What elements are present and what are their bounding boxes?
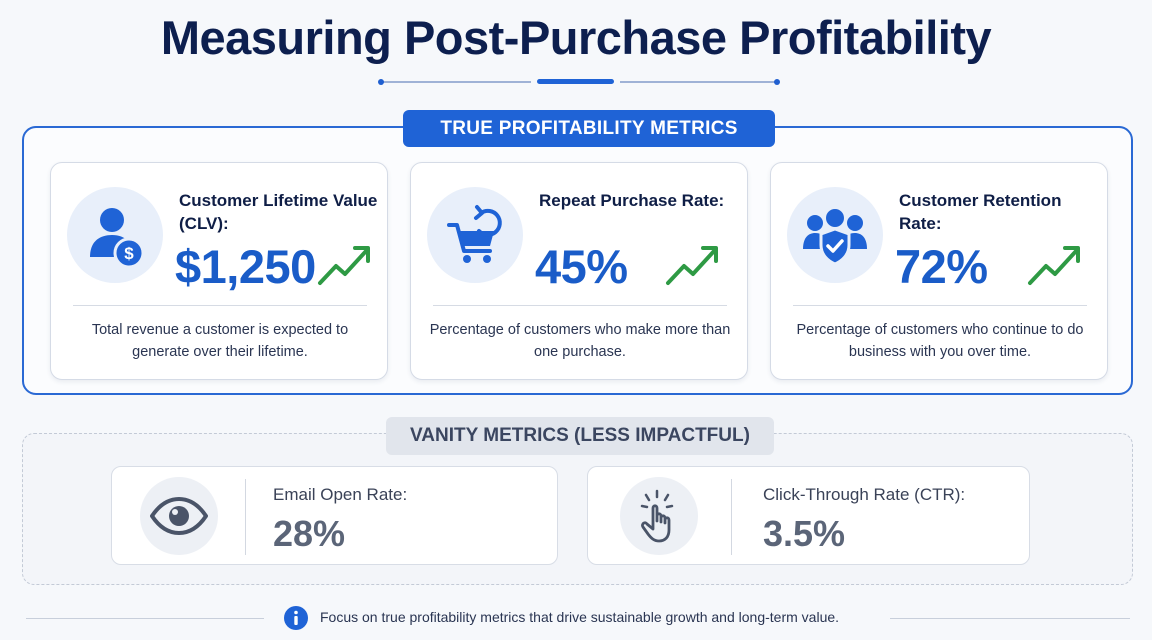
footer-rule-left: [26, 618, 264, 619]
footer-note: Focus on true profitability metrics that…: [320, 609, 840, 625]
up-trend-icon: [666, 246, 718, 285]
ctr-card: Click-Through Rate (CTR): 3.5%: [587, 466, 1030, 565]
up-trend-icon: [318, 246, 370, 285]
title-rule-right: [620, 81, 776, 83]
info-icon: [284, 606, 308, 630]
repeat-purchase-divider: [433, 305, 727, 306]
title-dot-left: [378, 79, 384, 85]
email-open-value: 28%: [273, 513, 346, 554]
retention-description: Percentage of customers who continue to …: [796, 322, 1084, 360]
retention-card: Customer Retention Rate: 72% Percentage …: [770, 162, 1108, 380]
svg-text:$: $: [124, 244, 134, 263]
clv-divider: [73, 305, 367, 306]
title-accent-bar: [537, 79, 614, 84]
ctr-divider: [731, 479, 732, 555]
cart-repeat-icon: [427, 187, 523, 283]
title-rule-left: [381, 81, 531, 83]
repeat-purchase-description: Percentage of customers who make more th…: [429, 322, 731, 360]
page-title: Measuring Post-Purchase Profitability: [160, 11, 992, 64]
email-open-label: Email Open Rate:: [273, 485, 408, 504]
customer-dollar-icon: $: [67, 187, 163, 283]
title-dot-right: [774, 79, 780, 85]
group-shield-icon: [787, 187, 883, 283]
retention-divider: [793, 305, 1087, 306]
email-open-divider: [245, 479, 246, 555]
ctr-value: 3.5%: [763, 513, 846, 554]
click-hand-icon: [620, 477, 698, 555]
clv-value: $1,250: [175, 240, 316, 293]
retention-label: Customer Retention Rate:: [899, 191, 1062, 233]
email-open-card: Email Open Rate: 28%: [111, 466, 558, 565]
clv-label: Customer Lifetime Value (CLV):: [179, 191, 378, 233]
eye-icon: [140, 477, 218, 555]
up-trend-icon: [1028, 246, 1080, 285]
clv-description: Total revenue a customer is expected to …: [91, 322, 349, 360]
footer-rule-right: [890, 618, 1130, 619]
repeat-purchase-value: 45%: [535, 240, 628, 293]
repeat-purchase-card: Repeat Purchase Rate: 45% Percentage of …: [410, 162, 748, 380]
repeat-purchase-label: Repeat Purchase Rate:: [539, 191, 725, 210]
true-metrics-heading: TRUE PROFITABILITY METRICS: [403, 110, 775, 147]
vanity-metrics-heading: VANITY METRICS (LESS IMPACTFUL): [386, 417, 774, 455]
ctr-label: Click-Through Rate (CTR):: [763, 485, 966, 504]
retention-value: 72%: [895, 240, 988, 293]
clv-card: $ Customer Lifetime Value (CLV): $1,250 …: [50, 162, 388, 380]
